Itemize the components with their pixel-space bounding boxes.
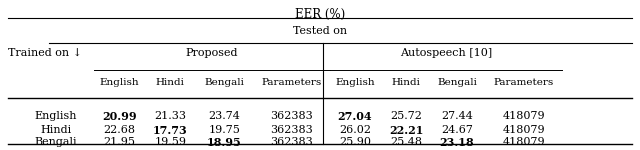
Text: Bengali: Bengali xyxy=(437,78,477,87)
Text: Parameters: Parameters xyxy=(261,78,321,87)
Text: 21.33: 21.33 xyxy=(154,111,186,121)
Text: Proposed: Proposed xyxy=(186,48,238,58)
Text: Tested on: Tested on xyxy=(293,26,347,36)
Text: Autospeech [10]: Autospeech [10] xyxy=(400,48,492,58)
Text: 25.72: 25.72 xyxy=(390,111,422,121)
Text: 23.18: 23.18 xyxy=(440,137,474,148)
Text: 17.73: 17.73 xyxy=(153,125,188,136)
Text: EER (%): EER (%) xyxy=(295,8,345,21)
Text: 362383: 362383 xyxy=(270,111,313,121)
Text: 27.04: 27.04 xyxy=(338,111,372,122)
Text: 418079: 418079 xyxy=(502,111,545,121)
Text: 19.75: 19.75 xyxy=(209,125,241,135)
Text: 362383: 362383 xyxy=(270,125,313,135)
Text: Bengali: Bengali xyxy=(35,137,77,147)
Text: 21.95: 21.95 xyxy=(103,137,135,147)
Text: 418079: 418079 xyxy=(502,125,545,135)
Text: 19.59: 19.59 xyxy=(154,137,186,147)
Text: 22.68: 22.68 xyxy=(103,125,135,135)
Text: Hindi: Hindi xyxy=(392,78,420,87)
Text: 18.95: 18.95 xyxy=(207,137,242,148)
Text: Hindi: Hindi xyxy=(40,125,71,135)
Text: English: English xyxy=(35,111,77,121)
Text: 26.02: 26.02 xyxy=(339,125,371,135)
Text: English: English xyxy=(99,78,139,87)
Text: 362383: 362383 xyxy=(270,137,313,147)
Text: 23.74: 23.74 xyxy=(209,111,241,121)
Text: 418079: 418079 xyxy=(502,137,545,147)
Text: Trained on ↓: Trained on ↓ xyxy=(8,48,82,58)
Text: 27.44: 27.44 xyxy=(441,111,473,121)
Text: 25.90: 25.90 xyxy=(339,137,371,147)
Text: 20.99: 20.99 xyxy=(102,111,136,122)
Text: 25.48: 25.48 xyxy=(390,137,422,147)
Text: Parameters: Parameters xyxy=(494,78,554,87)
Text: Bengali: Bengali xyxy=(204,78,244,87)
Text: 24.67: 24.67 xyxy=(441,125,473,135)
Text: Hindi: Hindi xyxy=(156,78,185,87)
Text: English: English xyxy=(335,78,375,87)
Text: 22.21: 22.21 xyxy=(389,125,423,136)
